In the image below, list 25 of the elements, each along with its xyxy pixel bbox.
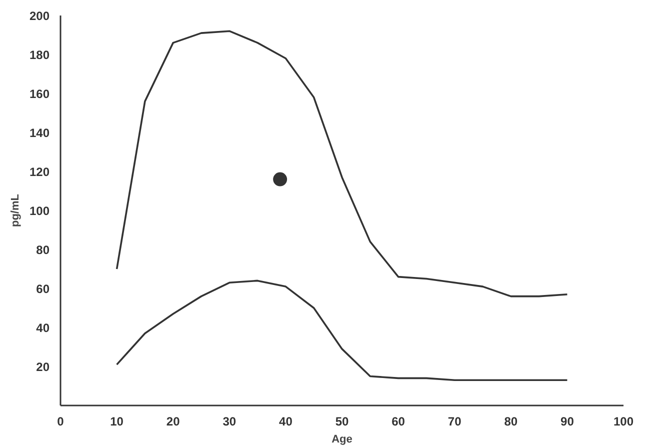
x-tick-label: 80 [504, 414, 518, 428]
y-tick-label: 60 [36, 282, 50, 296]
y-tick-label: 140 [29, 126, 50, 140]
line-series [116, 280, 568, 382]
x-tick-label: 60 [392, 414, 406, 428]
x-tick-label: 0 [57, 414, 64, 428]
line-series [116, 30, 568, 298]
y-tick-label: 120 [29, 165, 50, 179]
x-tick-label: 30 [222, 414, 236, 428]
x-tick-label: 90 [560, 414, 574, 428]
y-tick-label: 180 [29, 48, 50, 62]
x-axis-title: Age [332, 434, 352, 446]
y-tick-label: 80 [36, 243, 50, 257]
x-tick-label: 10 [110, 414, 124, 428]
x-tick-label: 50 [335, 414, 349, 428]
y-tick-label: 20 [36, 360, 50, 374]
y-tick-label: 100 [29, 204, 50, 218]
x-tick-label: 100 [613, 414, 634, 428]
x-tick-label: 40 [279, 414, 293, 428]
y-tick-label: 200 [29, 9, 50, 23]
y-axis-title: pg/mL [9, 194, 22, 227]
x-tick-label: 20 [166, 414, 180, 428]
y-tick-label: 40 [36, 321, 50, 335]
y-tick-label: 160 [29, 87, 50, 101]
x-tick-label: 70 [448, 414, 462, 428]
